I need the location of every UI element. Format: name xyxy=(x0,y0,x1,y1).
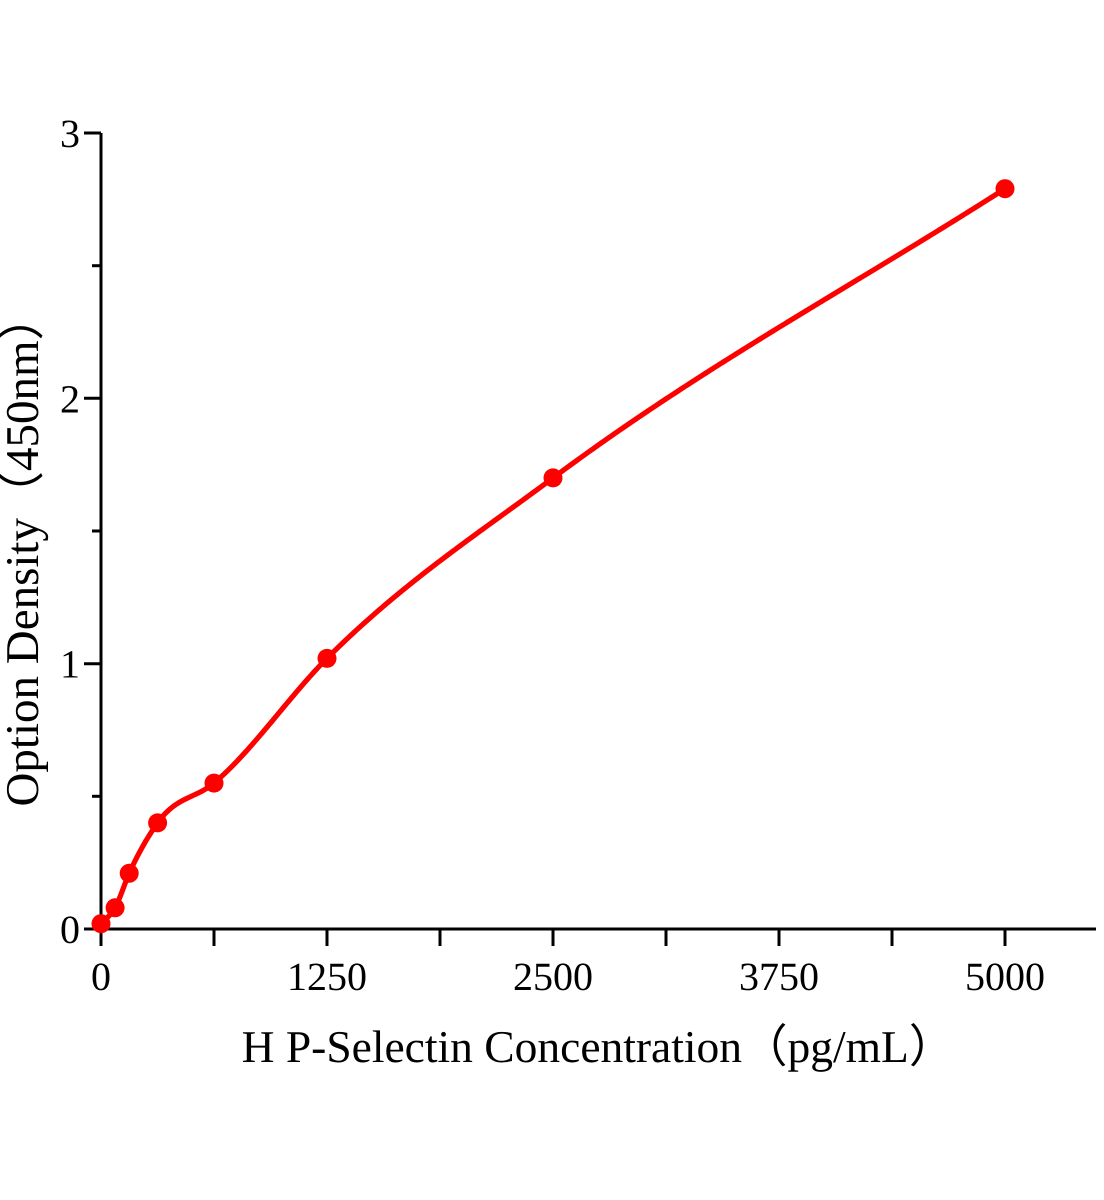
svg-text:3750: 3750 xyxy=(739,954,819,999)
svg-text:3: 3 xyxy=(60,111,80,156)
svg-text:2: 2 xyxy=(60,376,80,421)
svg-text:0: 0 xyxy=(91,954,111,999)
svg-text:0: 0 xyxy=(60,907,80,952)
svg-text:H P-Selectin Concentration（pg/: H P-Selectin Concentration（pg/mL） xyxy=(242,1021,955,1072)
svg-text:Option Density（450nm）: Option Density（450nm） xyxy=(0,293,49,806)
svg-text:2500: 2500 xyxy=(513,954,593,999)
svg-text:1250: 1250 xyxy=(287,954,367,999)
svg-text:5000: 5000 xyxy=(965,954,1045,999)
svg-text:1: 1 xyxy=(60,642,80,687)
